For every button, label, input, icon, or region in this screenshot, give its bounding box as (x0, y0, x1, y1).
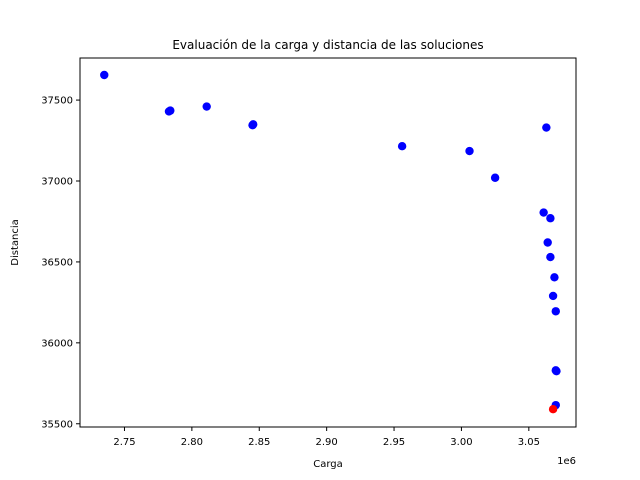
data-point (490, 173, 500, 182)
chart-title: Evaluación de la carga y distancia de la… (172, 38, 483, 52)
plot-frame (79, 57, 577, 428)
y-axis-ticks: 35500 36000 36500 37000 37500 (41, 96, 80, 430)
data-point (397, 142, 407, 151)
data-point (465, 146, 474, 156)
x-axis-offset-label: 1e6 (557, 456, 576, 467)
data-point (550, 273, 559, 282)
y-tick-label: 37500 (41, 96, 73, 107)
y-tick-label: 36000 (41, 338, 73, 349)
data-point (542, 123, 551, 132)
y-tick-label: 37000 (41, 177, 73, 188)
y-tick-label: 36500 (41, 257, 73, 268)
x-tick-label: 2.75 (113, 437, 135, 448)
x-axis-ticks: 2.75 2.80 2.85 2.90 2.95 3.00 3.05 (113, 427, 540, 448)
x-tick-label: 3.00 (450, 437, 472, 448)
data-point (543, 238, 552, 247)
data-point (552, 366, 561, 376)
data-point (551, 307, 560, 316)
x-tick-label: 2.95 (383, 437, 405, 448)
y-tick-label: 35500 (41, 419, 73, 430)
data-points (100, 70, 561, 414)
data-point (202, 102, 211, 111)
data-point (548, 291, 558, 301)
x-axis-label: Carga (313, 459, 343, 470)
x-tick-label: 3.05 (518, 437, 540, 448)
x-tick-label: 2.85 (248, 437, 270, 448)
data-point (100, 70, 109, 80)
x-tick-label: 2.90 (316, 437, 338, 448)
y-axis-label: Distancia (10, 219, 21, 265)
data-point (166, 106, 175, 115)
data-point (249, 120, 258, 129)
data-point (546, 252, 555, 262)
data-point (539, 208, 548, 217)
data-point (546, 214, 555, 223)
highlighted-point (548, 405, 558, 414)
x-tick-label: 2.80 (181, 437, 203, 448)
